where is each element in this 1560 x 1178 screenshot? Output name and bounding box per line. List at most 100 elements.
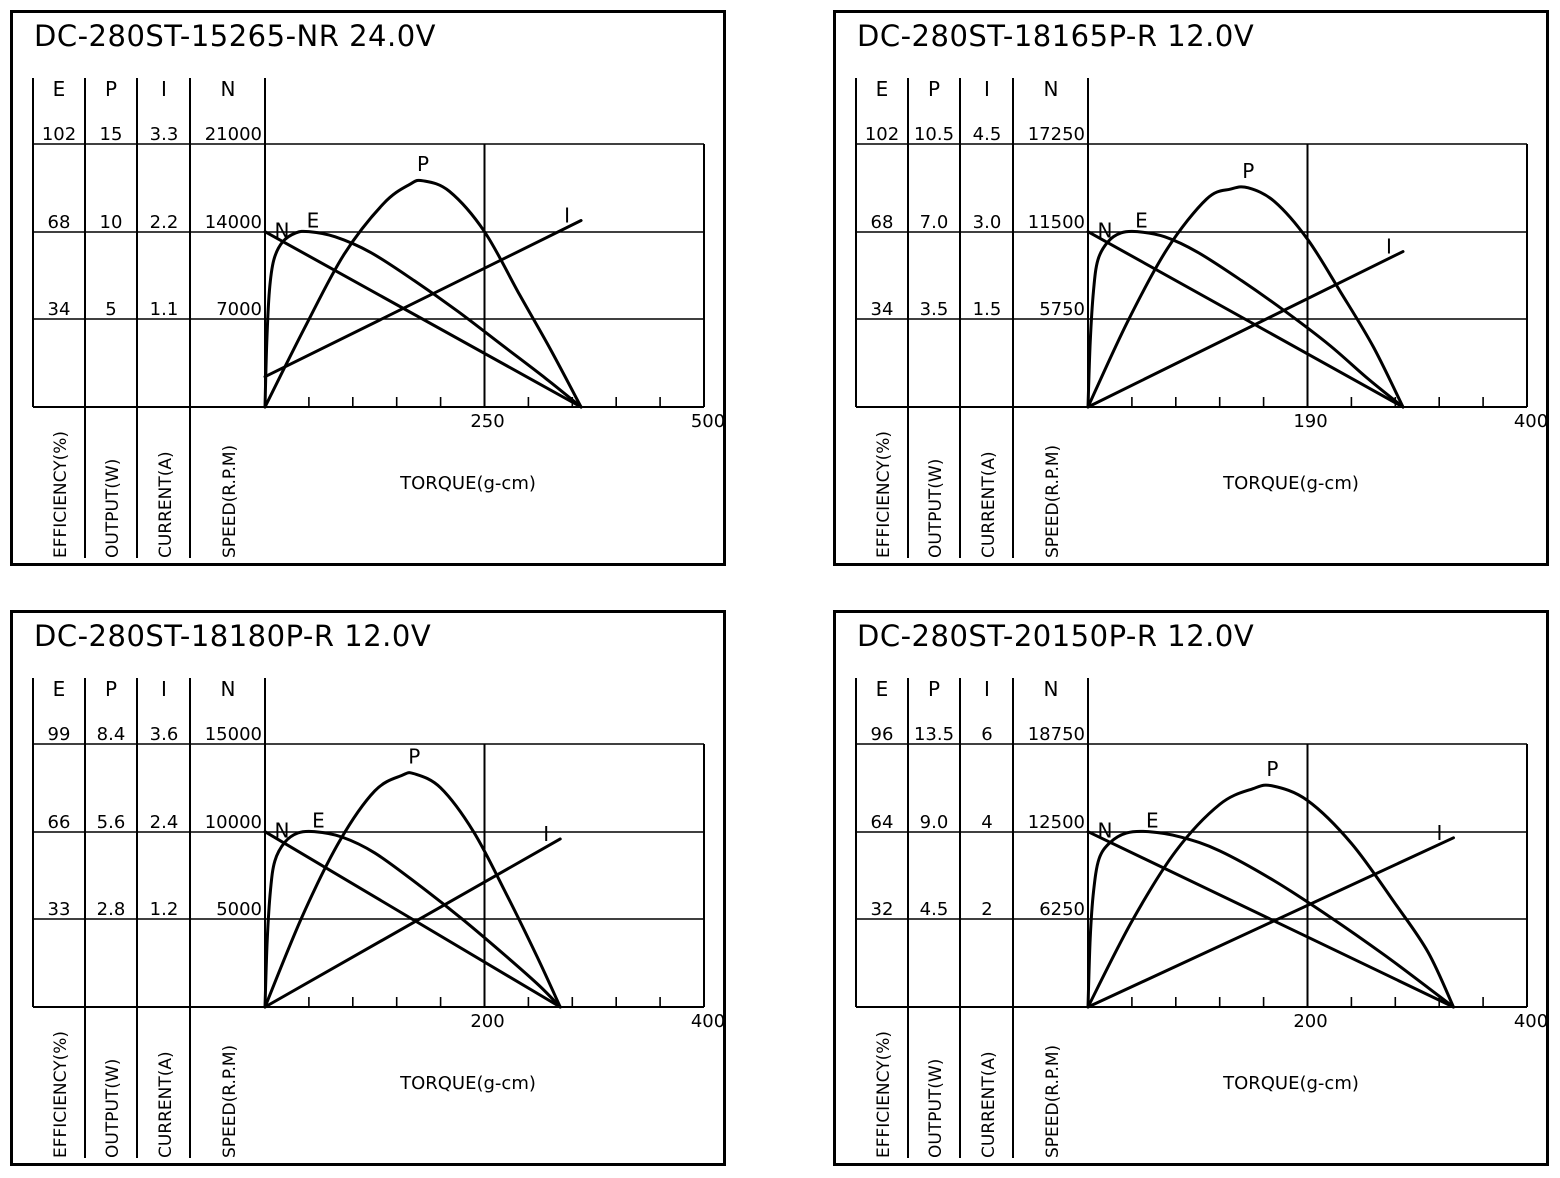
column-header-p: P	[928, 677, 940, 701]
y-axis-label-e: EFFICIENCY(%)	[874, 1031, 894, 1158]
x-tick-label: 190	[1293, 411, 1327, 432]
y-axis-label-n: SPEED(R.P.M)	[1043, 445, 1063, 558]
x-axis-label: TORQUE(g-cm)	[399, 473, 536, 494]
curve-label-n: N	[1098, 819, 1113, 843]
scale-value-e: 32	[871, 899, 894, 920]
curve-label-e: E	[307, 209, 320, 233]
scale-value-i: 1.2	[150, 899, 179, 920]
scale-value-i: 1.1	[150, 299, 179, 320]
scale-value-p: 9.0	[920, 812, 949, 833]
curve-label-p: P	[408, 745, 420, 769]
panel-frame	[10, 610, 726, 1166]
scale-value-e: 68	[48, 212, 71, 233]
column-header-e: E	[53, 77, 66, 101]
scale-value-e: 34	[48, 299, 71, 320]
y-axis-label-p: OUTPUT(W)	[926, 1059, 946, 1158]
scale-value-i: 2	[981, 899, 992, 920]
column-header-n: N	[221, 677, 236, 701]
scale-value-i: 1.5	[973, 299, 1002, 320]
chart-panel-2: DC-280ST-18180P-R 12.0V E P I N 99 66 33 8.4 5.6 2…	[10, 610, 726, 1166]
series-line-i	[263, 219, 583, 379]
scale-value-e: 102	[865, 124, 899, 145]
series-line-p	[1086, 185, 1405, 409]
curve-label-i: I	[543, 822, 549, 846]
scale-value-i: 4	[981, 812, 992, 833]
panel-frame	[833, 10, 1549, 566]
y-axis-label-e: EFFICIENCY(%)	[51, 1031, 71, 1158]
scale-value-i: 2.2	[150, 212, 179, 233]
curve-label-n: N	[275, 819, 290, 843]
scale-value-p: 10	[100, 212, 123, 233]
scale-value-e: 96	[871, 724, 894, 745]
scale-value-i: 3.0	[973, 212, 1002, 233]
series-line-n	[1086, 830, 1455, 1009]
curve-label-p: P	[417, 152, 429, 176]
x-tick-label: 250	[470, 411, 504, 432]
scale-value-n: 10000	[205, 812, 262, 833]
chart-title: DC-280ST-20150P-R 12.0V	[857, 619, 1254, 653]
y-axis-label-p: OUTPUT(W)	[103, 459, 123, 558]
y-axis-label-p: OUTPUT(W)	[103, 1059, 123, 1158]
curve-label-p: P	[1266, 757, 1278, 781]
curve-label-i: I	[1437, 821, 1443, 845]
x-tick-label: 200	[470, 1011, 504, 1032]
y-axis-label-i: CURRENT(A)	[156, 1051, 176, 1158]
x-axis-label: TORQUE(g-cm)	[1222, 1073, 1359, 1094]
scale-value-p: 5.6	[97, 812, 126, 833]
x-axis-label: TORQUE(g-cm)	[399, 1073, 536, 1094]
column-header-e: E	[876, 677, 889, 701]
scale-value-p: 4.5	[920, 899, 949, 920]
series-line-i	[1086, 250, 1405, 409]
scale-value-n: 15000	[205, 724, 262, 745]
y-axis-label-e: EFFICIENCY(%)	[874, 431, 894, 558]
y-axis-label-i: CURRENT(A)	[979, 1051, 999, 1158]
scale-value-p: 3.5	[920, 299, 949, 320]
x-axis-label: TORQUE(g-cm)	[1222, 473, 1359, 494]
y-axis-label-e: EFFICIENCY(%)	[51, 431, 71, 558]
x-tick-label: 200	[1293, 1011, 1327, 1032]
scale-value-n: 11500	[1028, 212, 1085, 233]
series-line-p	[263, 771, 562, 1009]
column-header-i: I	[984, 677, 990, 701]
scale-value-p: 7.0	[920, 212, 949, 233]
series-line-e	[1086, 229, 1405, 409]
series-line-p	[1086, 783, 1455, 1009]
chart-title: DC-280ST-18180P-R 12.0V	[34, 619, 431, 653]
x-tick-label: 500	[691, 411, 725, 432]
scale-value-i: 3.6	[150, 724, 179, 745]
scale-value-n: 18750	[1028, 724, 1085, 745]
curve-label-p: P	[1242, 159, 1254, 183]
scale-value-p: 10.5	[914, 124, 954, 145]
column-header-i: I	[984, 77, 990, 101]
scale-value-n: 17250	[1028, 124, 1085, 145]
scale-value-p: 8.4	[97, 724, 126, 745]
y-axis-label-n: SPEED(R.P.M)	[220, 1045, 240, 1158]
column-header-i: I	[161, 77, 167, 101]
curve-label-e: E	[312, 809, 325, 833]
panel-frame	[10, 10, 726, 566]
scale-value-e: 33	[48, 899, 71, 920]
chart-panel-0: DC-280ST-15265-NR 24.0V E P I N 102 68 34 15 10 5 3…	[10, 10, 726, 566]
scale-value-e: 66	[48, 812, 71, 833]
scale-value-n: 5000	[216, 899, 262, 920]
chart-panel-1: DC-280ST-18165P-R 12.0V E P I N 102 68 34 10.5 7.…	[833, 10, 1549, 566]
chart-title: DC-280ST-18165P-R 12.0V	[857, 19, 1254, 53]
y-axis-label-i: CURRENT(A)	[979, 451, 999, 558]
column-header-p: P	[928, 77, 940, 101]
scale-value-e: 64	[871, 812, 894, 833]
scale-value-n: 6250	[1039, 899, 1085, 920]
scale-value-n: 5750	[1039, 299, 1085, 320]
curve-label-n: N	[275, 219, 290, 243]
scale-value-e: 34	[871, 299, 894, 320]
scale-value-i: 6	[981, 724, 992, 745]
scale-value-n: 7000	[216, 299, 262, 320]
curve-label-i: I	[564, 204, 570, 228]
column-header-n: N	[221, 77, 236, 101]
scale-value-i: 4.5	[973, 124, 1002, 145]
column-header-e: E	[876, 77, 889, 101]
series-line-i	[1086, 836, 1455, 1009]
column-header-p: P	[105, 677, 117, 701]
chart-title: DC-280ST-15265-NR 24.0V	[34, 19, 436, 53]
scale-value-e: 99	[48, 724, 71, 745]
